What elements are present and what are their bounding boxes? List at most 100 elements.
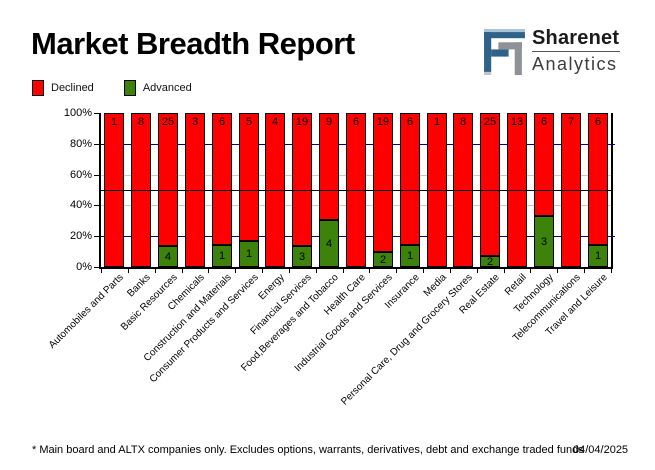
- advanced-value: 2: [379, 253, 387, 266]
- declined-segment: [373, 113, 393, 252]
- advanced-segment: 3: [534, 216, 554, 267]
- advanced-value: 1: [594, 250, 602, 262]
- legend-label: Declined: [51, 82, 94, 94]
- legend-item-declined: Declined: [32, 80, 94, 96]
- declined-value: 25: [483, 116, 497, 128]
- y-axis-tick: [94, 144, 99, 145]
- bar-basic-resources: 25 4: [158, 113, 178, 267]
- y-tick-label: 20%: [69, 230, 92, 242]
- y-axis-line: [99, 113, 101, 269]
- advanced-segment: 2: [480, 255, 500, 268]
- advanced-segment: 1: [239, 241, 259, 267]
- x-axis-tick: [316, 269, 317, 273]
- declined-segment: [400, 113, 420, 245]
- sharenet-logo: Sharenet Analytics: [484, 27, 634, 75]
- x-axis-tick: [208, 269, 209, 273]
- advanced-segment: 1: [212, 245, 232, 267]
- advanced-value: 1: [245, 248, 253, 260]
- x-axis-tick: [584, 269, 585, 273]
- advanced-value: 1: [218, 250, 226, 262]
- advanced-segment: 4: [319, 220, 339, 267]
- report-date: 04/04/2025: [573, 444, 629, 456]
- bar-real-estate: 25 2: [480, 113, 500, 268]
- declined-value: 13: [510, 116, 524, 128]
- declined-segment: [292, 113, 312, 246]
- declined-value: 8: [459, 116, 467, 128]
- declined-value: 6: [352, 116, 360, 128]
- declined-value: 6: [406, 116, 414, 128]
- advanced-value: 4: [164, 250, 172, 263]
- declined-segment: [212, 113, 232, 245]
- y-axis-tick: [94, 175, 99, 176]
- advanced-segment: 1: [400, 245, 420, 267]
- advanced-value: 3: [298, 250, 306, 263]
- declined-value: 6: [594, 116, 602, 128]
- declined-value: 3: [191, 116, 199, 128]
- x-axis-tick: [450, 269, 451, 273]
- legend-item-advanced: Advanced: [123, 80, 192, 96]
- legend-label: Advanced: [142, 82, 192, 94]
- x-axis-tick: [235, 269, 236, 273]
- sharenet-logo-icon: [484, 29, 525, 75]
- declined-segment: [588, 113, 608, 245]
- y-axis-tick: [94, 113, 99, 114]
- x-axis-tick: [262, 269, 263, 273]
- x-axis-tick: [504, 269, 505, 273]
- chart-legend: Declined Advanced: [32, 80, 222, 96]
- advanced-segment: 2: [373, 252, 393, 267]
- declined-value: 25: [161, 116, 175, 128]
- bar-industrial-goods-and-services: 19 2: [373, 113, 393, 267]
- declined-value: 6: [540, 116, 548, 128]
- advanced-swatch-icon: [123, 80, 136, 96]
- y-axis-tick: [94, 205, 99, 206]
- x-axis-tick: [477, 269, 478, 273]
- advanced-value: 1: [406, 250, 414, 262]
- fifty-percent-reference-line: [101, 190, 611, 191]
- footnote: * Main board and ALTX companies only. Ex…: [32, 444, 584, 456]
- x-axis-tick: [369, 269, 370, 273]
- bar-financial-services: 19 3: [292, 113, 312, 267]
- page-title: Market Breadth Report: [31, 26, 355, 61]
- plot-right-border: [611, 113, 613, 269]
- x-axis-tick: [611, 269, 612, 273]
- advanced-segment: 1: [588, 245, 608, 267]
- declined-value: 7: [567, 116, 575, 128]
- y-axis-tick: [94, 267, 99, 268]
- x-axis-tick: [155, 269, 156, 273]
- advanced-segment: 3: [292, 246, 312, 267]
- y-tick-label: 80%: [69, 138, 92, 150]
- declined-value: 8: [137, 116, 145, 128]
- declined-value: 19: [376, 116, 390, 128]
- x-axis-tick: [530, 269, 531, 273]
- x-axis-tick: [396, 269, 397, 273]
- advanced-value: 2: [486, 255, 494, 268]
- x-axis-tick: [101, 269, 102, 273]
- advanced-segment: 4: [158, 246, 178, 267]
- x-axis-tick: [289, 269, 290, 273]
- advanced-value: 4: [325, 237, 333, 250]
- declined-value: 5: [245, 116, 253, 128]
- declined-value: 19: [295, 116, 309, 128]
- declined-value: 4: [271, 116, 279, 128]
- declined-segment: [534, 113, 554, 216]
- x-axis-tick: [423, 269, 424, 273]
- declined-value: 1: [433, 116, 441, 128]
- logo-name: Sharenet: [532, 27, 620, 52]
- y-axis-tick: [94, 236, 99, 237]
- declined-segment: [480, 113, 500, 256]
- advanced-value: 3: [540, 235, 548, 248]
- x-axis-tick: [182, 269, 183, 273]
- declined-value: 6: [218, 116, 226, 128]
- stacked-bar-chart-plot-area: 1 8 25 4 3 6 1 5 1 4 19 3 9 4 6 19 2 6 1 1 8 25 2 13 6 3 7 6 1: [99, 113, 615, 269]
- declined-value: 1: [110, 116, 118, 128]
- x-axis-tick: [557, 269, 558, 273]
- declined-segment: [319, 113, 339, 220]
- logo-subtitle: Analytics: [532, 54, 618, 74]
- x-axis-tick: [128, 269, 129, 273]
